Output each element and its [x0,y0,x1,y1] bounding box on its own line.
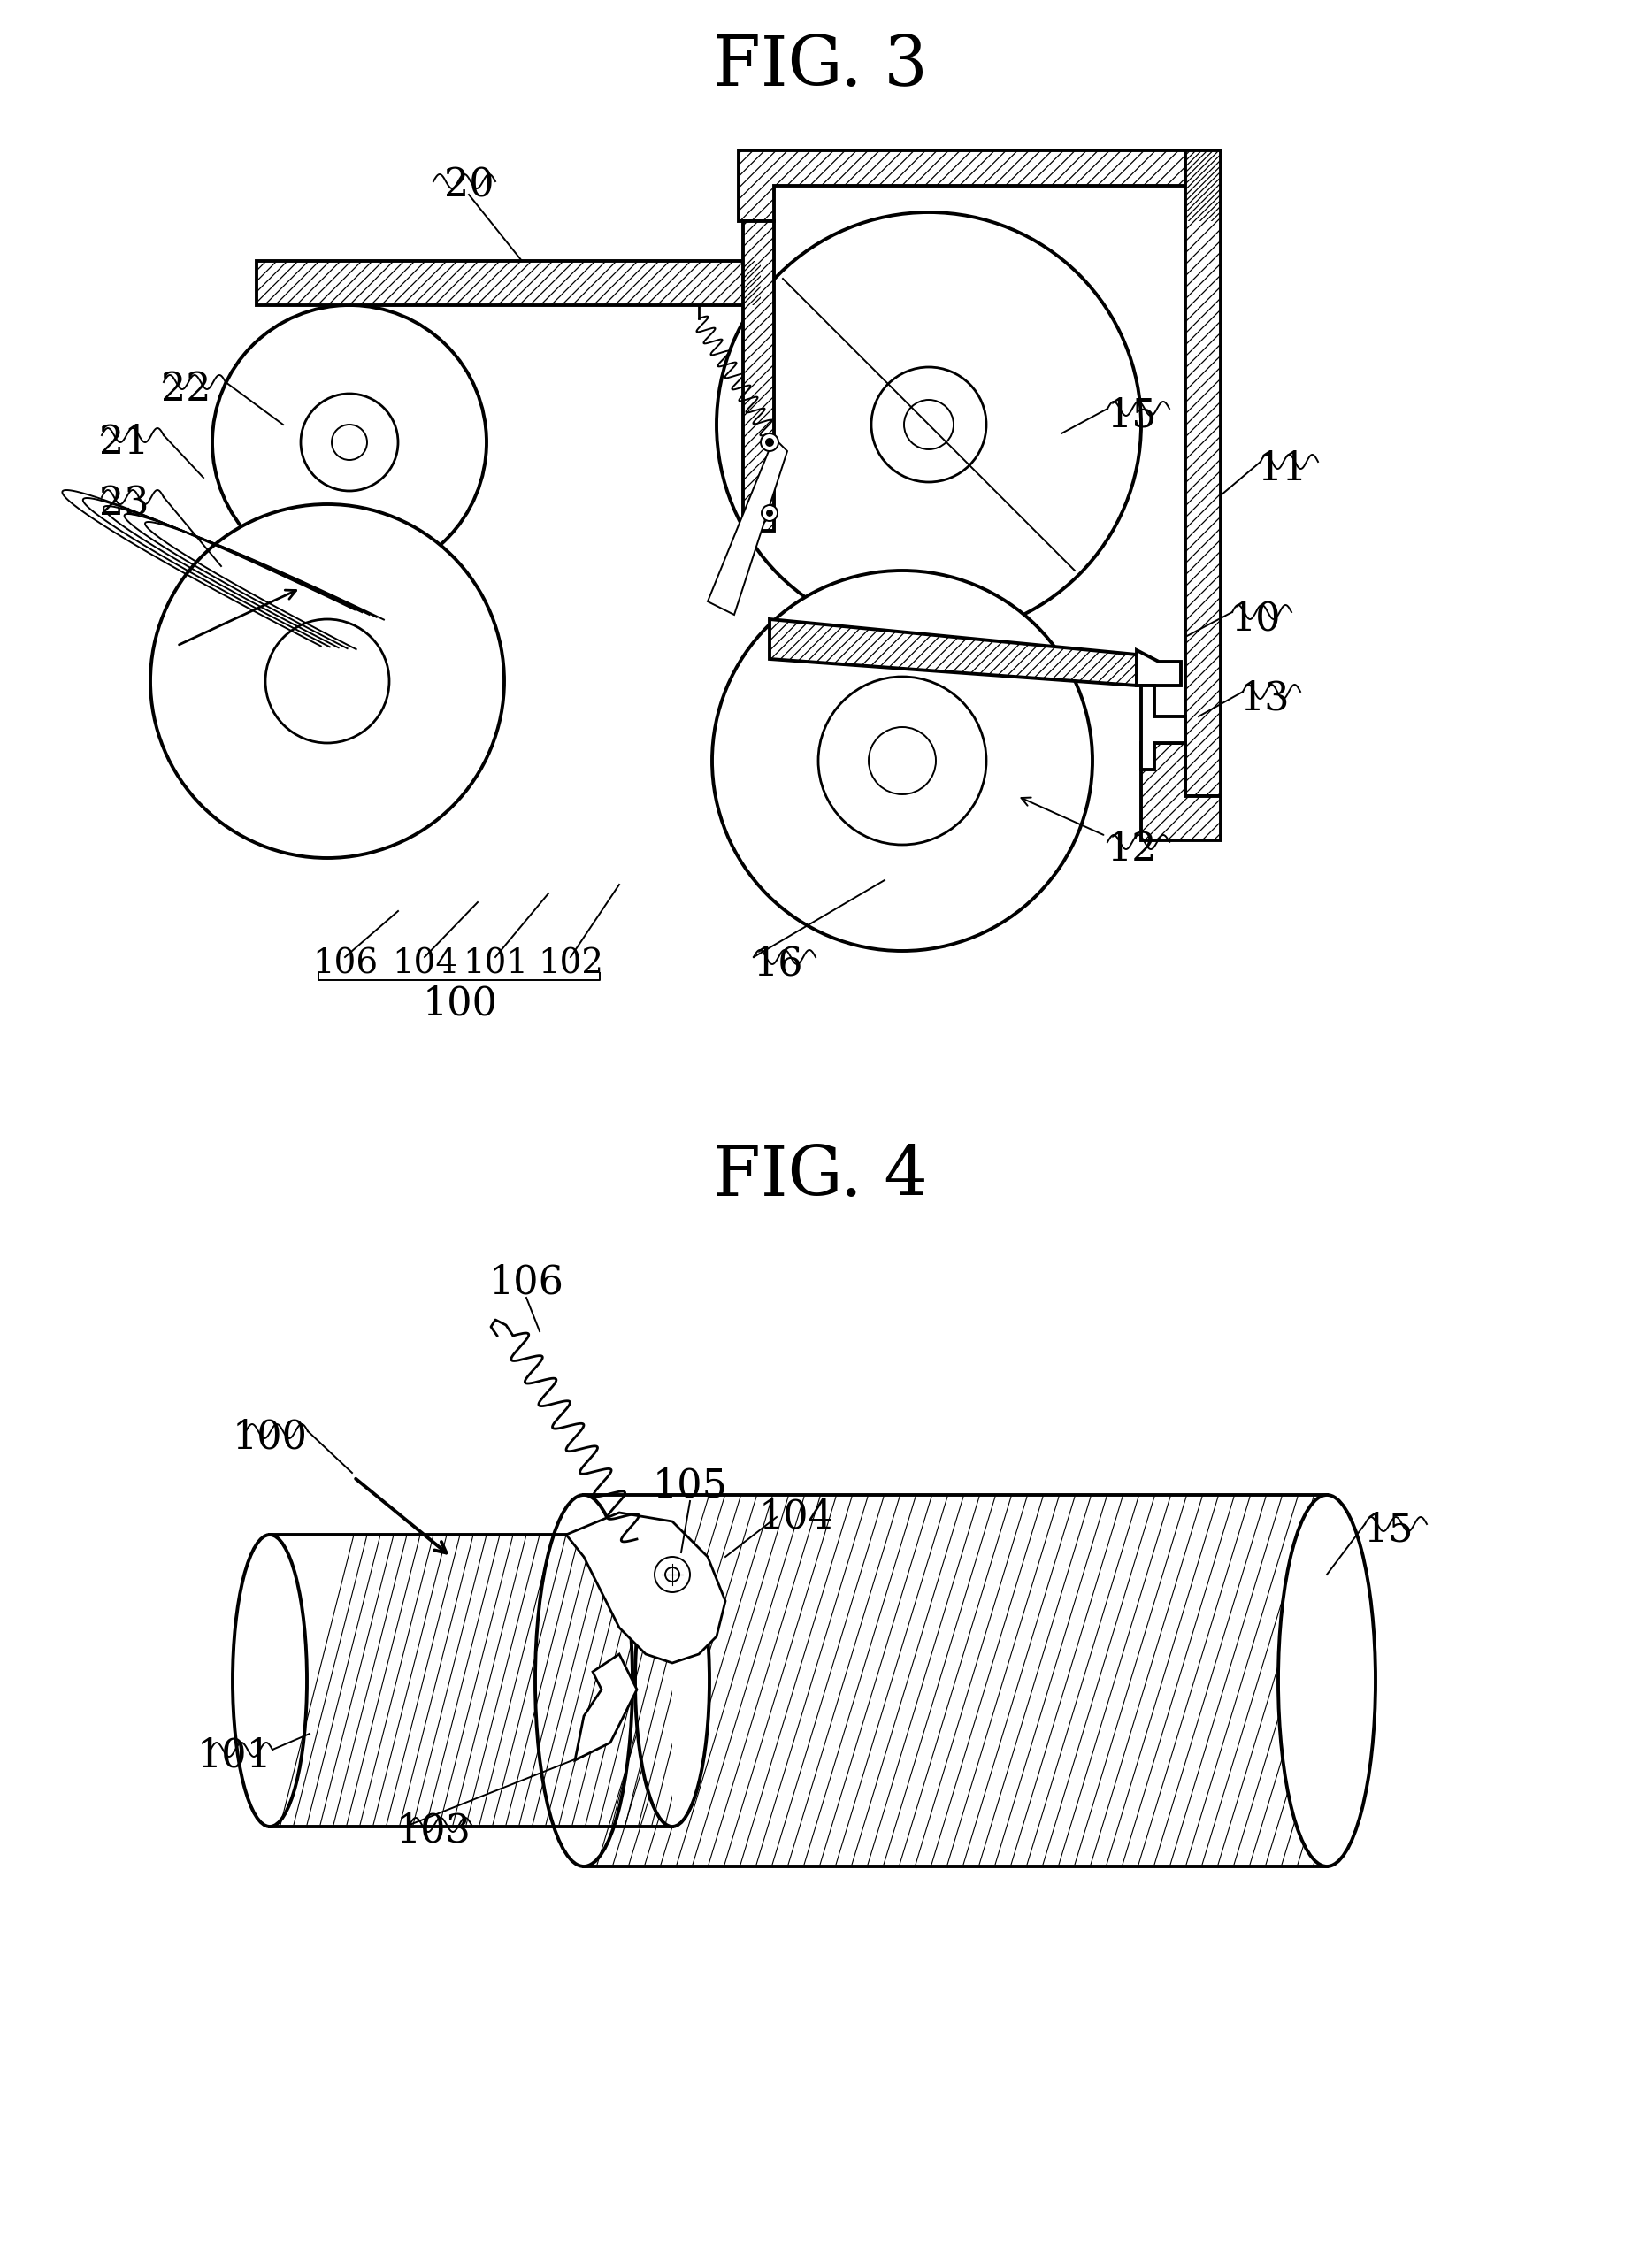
Text: 15: 15 [1107,397,1158,435]
Polygon shape [1137,651,1181,685]
Circle shape [666,1567,679,1581]
Text: FIG. 3: FIG. 3 [713,32,927,100]
Text: 11: 11 [1258,449,1307,488]
Text: 15: 15 [1364,1510,1414,1549]
Text: 12: 12 [1107,830,1158,869]
Polygon shape [256,261,761,306]
Text: 101: 101 [197,1737,272,1776]
Circle shape [331,424,367,460]
Ellipse shape [233,1535,307,1826]
Text: 13: 13 [1240,680,1291,719]
Circle shape [151,503,503,857]
Polygon shape [738,150,1220,222]
Circle shape [717,213,1141,637]
Circle shape [869,728,936,794]
Circle shape [212,306,487,578]
Text: 21: 21 [98,424,149,460]
Circle shape [761,506,777,522]
Text: 101: 101 [462,948,528,980]
Text: 100: 100 [423,984,497,1023]
Circle shape [761,433,779,451]
Text: 105: 105 [653,1467,728,1506]
Circle shape [768,510,772,515]
Circle shape [654,1556,690,1592]
Ellipse shape [1278,1495,1376,1867]
Text: 106: 106 [489,1263,564,1302]
Polygon shape [707,438,787,615]
Polygon shape [743,222,774,531]
Circle shape [818,676,986,844]
Polygon shape [1141,685,1186,769]
Text: 10: 10 [1232,601,1281,637]
Text: 106: 106 [312,948,377,980]
Circle shape [266,619,389,744]
Text: 16: 16 [753,946,804,984]
Polygon shape [576,1653,636,1760]
Polygon shape [769,619,1137,685]
Circle shape [904,399,953,449]
Polygon shape [1141,744,1220,841]
Text: 23: 23 [98,485,149,524]
Polygon shape [1186,150,1220,796]
Circle shape [300,395,399,490]
Text: 103: 103 [395,1812,471,1851]
Circle shape [712,572,1092,950]
Polygon shape [566,1513,725,1662]
Ellipse shape [535,1495,633,1867]
Circle shape [871,367,986,483]
Ellipse shape [635,1535,710,1826]
Text: 104: 104 [392,948,458,980]
Text: 102: 102 [538,948,604,980]
Text: 22: 22 [161,370,212,408]
Text: 20: 20 [444,166,494,204]
Text: 100: 100 [233,1418,307,1456]
Text: FIG. 4: FIG. 4 [713,1143,927,1211]
Circle shape [766,438,772,447]
Text: 104: 104 [759,1497,833,1535]
